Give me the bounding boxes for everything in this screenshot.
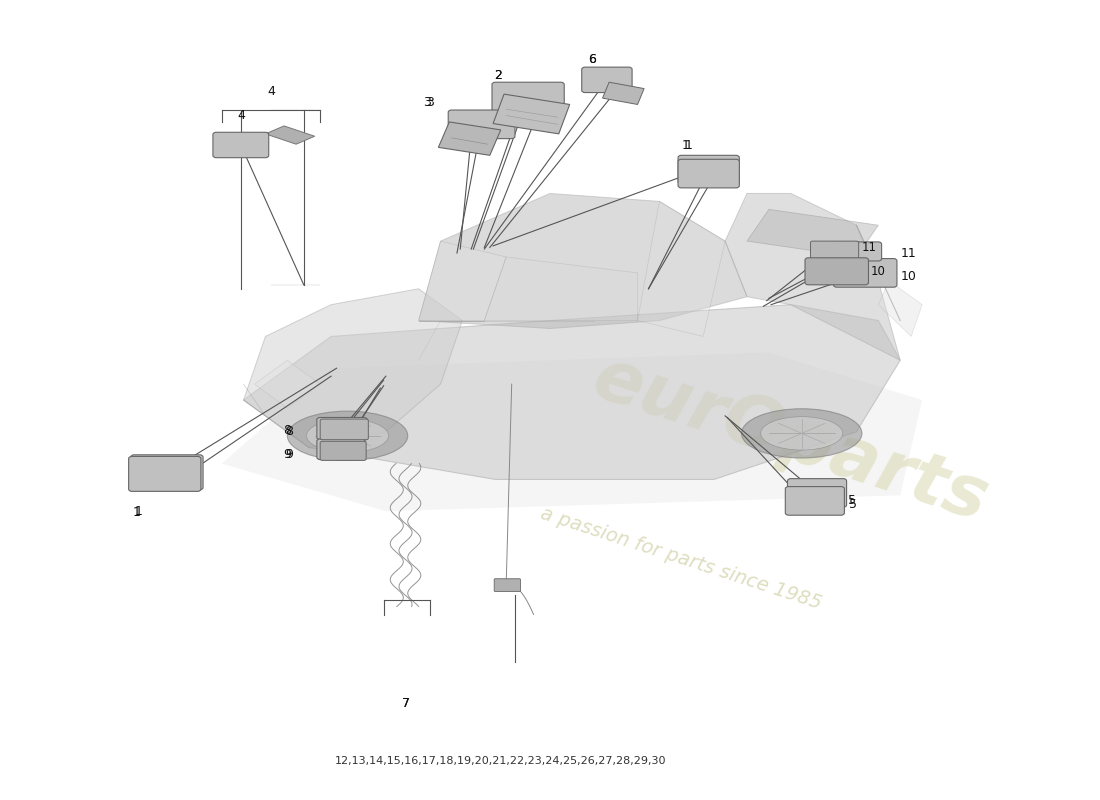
Text: 11: 11 [862, 241, 877, 254]
Text: 8: 8 [286, 426, 294, 438]
Polygon shape [493, 94, 570, 134]
Text: 2: 2 [495, 70, 503, 82]
Polygon shape [222, 352, 922, 511]
FancyBboxPatch shape [320, 419, 368, 440]
Text: 6: 6 [587, 54, 595, 66]
Polygon shape [603, 82, 645, 105]
Text: 7: 7 [402, 697, 409, 710]
Text: 6: 6 [587, 54, 595, 66]
Text: 10: 10 [871, 265, 886, 278]
FancyBboxPatch shape [317, 439, 365, 459]
FancyBboxPatch shape [494, 578, 520, 591]
Text: 12,13,14,15,16,17,18,19,20,21,22,23,24,25,26,27,28,29,30: 12,13,14,15,16,17,18,19,20,21,22,23,24,2… [336, 757, 667, 766]
Ellipse shape [761, 417, 843, 450]
FancyBboxPatch shape [492, 82, 564, 113]
Text: 3: 3 [426, 95, 433, 109]
Text: 10: 10 [900, 270, 916, 283]
FancyBboxPatch shape [788, 478, 847, 507]
Text: 9: 9 [286, 447, 294, 461]
Text: 1: 1 [134, 505, 142, 518]
Polygon shape [254, 360, 320, 408]
Text: a passion for parts since 1985: a passion for parts since 1985 [538, 504, 824, 614]
Polygon shape [265, 126, 315, 144]
Text: 4: 4 [238, 109, 245, 122]
FancyBboxPatch shape [785, 486, 845, 515]
FancyBboxPatch shape [320, 442, 366, 460]
Polygon shape [747, 210, 878, 257]
Text: 8: 8 [284, 424, 292, 437]
Text: 7: 7 [402, 697, 409, 710]
Text: 1: 1 [684, 139, 693, 152]
Polygon shape [638, 202, 725, 337]
FancyBboxPatch shape [678, 155, 739, 184]
Polygon shape [419, 194, 747, 329]
Polygon shape [243, 305, 900, 479]
Text: 5: 5 [849, 498, 857, 511]
Text: 2: 2 [495, 70, 503, 82]
Polygon shape [419, 241, 506, 321]
Polygon shape [878, 281, 922, 337]
Text: 1: 1 [682, 139, 690, 152]
FancyBboxPatch shape [834, 242, 881, 261]
FancyBboxPatch shape [131, 455, 204, 490]
FancyBboxPatch shape [678, 159, 739, 188]
FancyBboxPatch shape [834, 258, 896, 287]
Text: eurOparts: eurOparts [585, 343, 997, 536]
Text: 1: 1 [132, 506, 140, 519]
Polygon shape [484, 257, 638, 321]
FancyBboxPatch shape [448, 110, 515, 138]
FancyBboxPatch shape [811, 241, 859, 258]
FancyBboxPatch shape [129, 457, 201, 491]
FancyBboxPatch shape [213, 132, 268, 158]
Text: 5: 5 [848, 494, 856, 507]
Ellipse shape [741, 409, 862, 458]
Ellipse shape [307, 419, 388, 453]
FancyBboxPatch shape [805, 258, 869, 285]
Text: 3: 3 [424, 95, 431, 109]
FancyBboxPatch shape [582, 67, 632, 93]
FancyBboxPatch shape [317, 418, 367, 440]
Ellipse shape [287, 411, 408, 460]
Text: 4: 4 [267, 86, 275, 98]
Polygon shape [725, 194, 900, 360]
Polygon shape [243, 289, 462, 448]
Polygon shape [217, 139, 254, 154]
Text: 11: 11 [900, 246, 916, 259]
Polygon shape [439, 122, 500, 155]
Text: 9: 9 [284, 447, 292, 461]
